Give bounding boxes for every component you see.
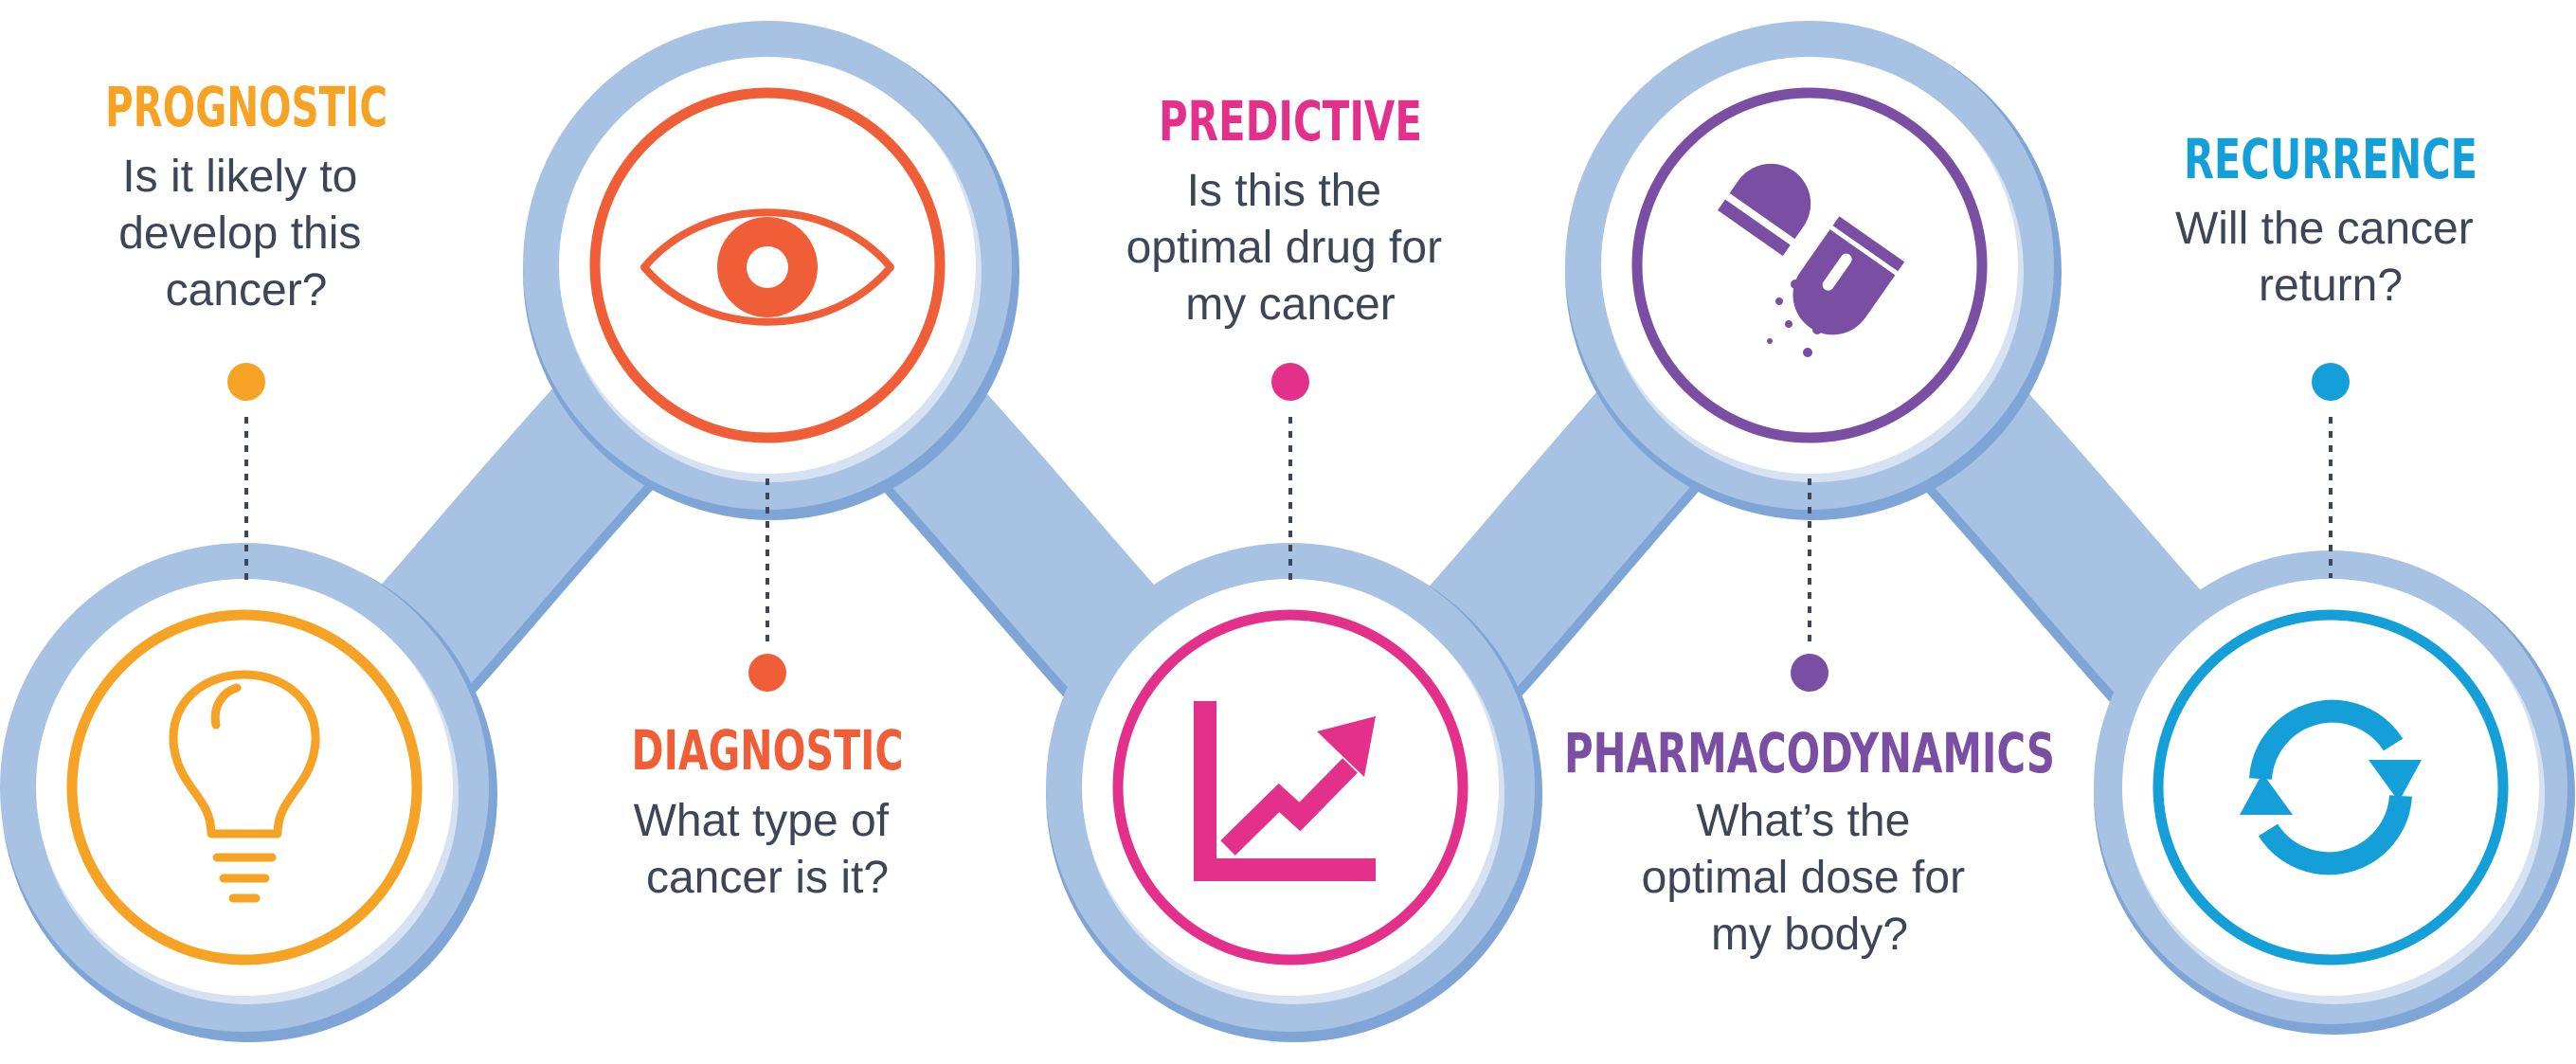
stage-diagnostic: DIAGNOSTIC What type of cancer is it? xyxy=(523,21,1019,903)
question-line: What’s the xyxy=(1696,796,1910,846)
color-ring xyxy=(1112,609,1468,965)
trend-up-chart-icon xyxy=(1194,701,1376,881)
stage-question: Is this the optimal drug for my cancer xyxy=(1126,166,1455,330)
question-line: return? xyxy=(2259,261,2403,311)
marker-dot xyxy=(748,654,786,692)
stage-title: RECURRENCE xyxy=(2184,127,2477,191)
question-line: Is this the xyxy=(1187,166,1381,216)
color-ring xyxy=(2153,609,2509,965)
stage-title: PROGNOSTIC xyxy=(105,75,387,139)
eye-icon xyxy=(640,208,894,326)
stage-predictive: PREDICTIVE Is this the optimal drug for … xyxy=(1046,89,1542,1042)
stage-question: Will the cancer return? xyxy=(2175,204,2486,311)
question-line: What type of xyxy=(634,796,890,846)
stage-pharmacodynamics: PHARMACODYNAMICS What’s the optimal dose… xyxy=(1564,21,2062,960)
question-line: my body? xyxy=(1711,910,1908,960)
stage-question: Is it likely to develop this cancer? xyxy=(118,152,374,316)
inner-disc xyxy=(2122,579,2539,996)
marker-dot xyxy=(1791,654,1828,692)
stage-recurrence: RECURRENCE Will the cancer return? xyxy=(2094,127,2575,1035)
stage-prognostic: PROGNOSTIC Is it likely to develop this … xyxy=(0,75,497,1042)
question-line: cancer? xyxy=(166,265,328,316)
stage-question: What type of cancer is it? xyxy=(634,796,902,903)
marker-dot xyxy=(227,363,265,401)
question-line: develop this xyxy=(118,208,361,259)
stage-title: DIAGNOSTIC xyxy=(632,718,904,783)
color-ring xyxy=(66,609,423,965)
refresh-arrows-icon xyxy=(2240,699,2422,875)
question-line: optimal dose for xyxy=(1642,853,1966,903)
color-ring xyxy=(589,87,946,443)
inner-disc xyxy=(1082,579,1499,996)
marker-dot xyxy=(2312,363,2350,401)
question-line: Will the cancer xyxy=(2175,204,2474,254)
marker-dot xyxy=(1271,363,1309,401)
stage-title: PHARMACODYNAMICS xyxy=(1564,721,2055,785)
color-ring xyxy=(1631,87,1988,443)
inner-disc xyxy=(36,579,453,996)
stage-question: What’s the optimal dose for my body? xyxy=(1642,796,1978,960)
lightbulb-icon xyxy=(169,670,320,903)
capsule-icon xyxy=(1717,163,1905,357)
question-line: cancer is it? xyxy=(646,853,889,903)
question-line: Is it likely to xyxy=(122,152,357,202)
stage-title: PREDICTIVE xyxy=(1159,89,1422,153)
question-line: optimal drug for xyxy=(1126,223,1443,273)
question-line: my cancer xyxy=(1185,280,1395,330)
